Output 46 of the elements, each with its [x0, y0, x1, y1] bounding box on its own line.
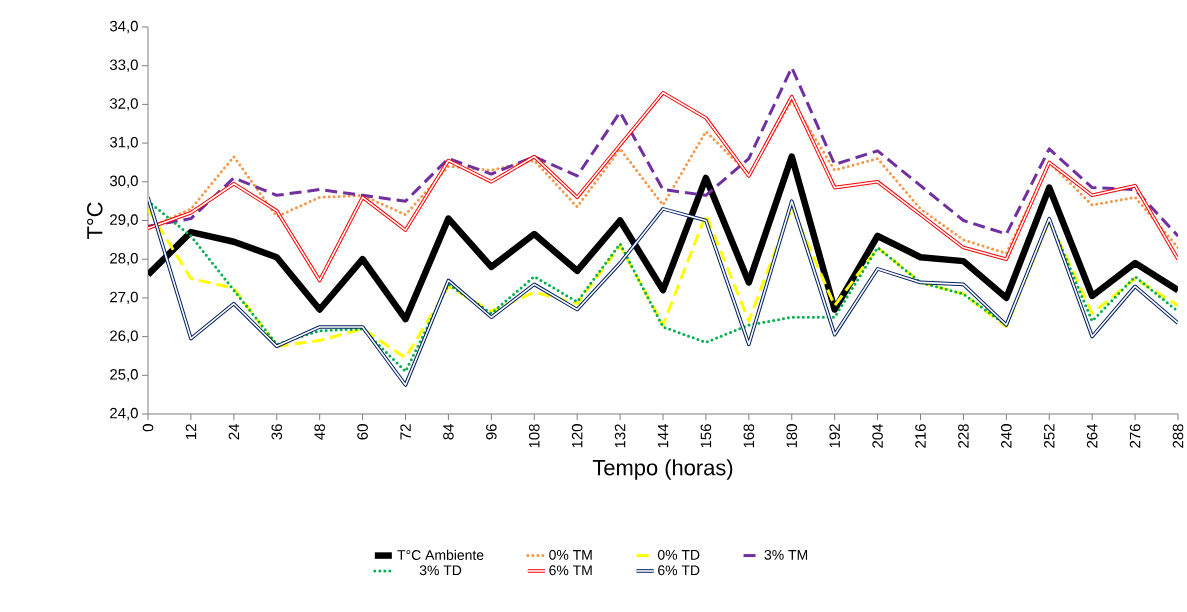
- x-tick-label: 288: [1172, 424, 1184, 448]
- x-tick-label: 24: [228, 423, 240, 440]
- x-tick-label: 144: [657, 423, 669, 448]
- x-tick-label: 156: [700, 424, 712, 448]
- x-tick-label: 168: [743, 424, 755, 448]
- legend-label: 6% TD: [658, 565, 700, 576]
- legend-label: 6% TM: [549, 565, 592, 576]
- y-tick-label: 24,0: [110, 407, 138, 421]
- x-axis-title: Tempo (horas): [592, 459, 733, 480]
- y-tick-label: 29,0: [110, 214, 138, 227]
- legend-label: 3% TM: [764, 549, 808, 560]
- x-tick-label: 108: [528, 424, 540, 448]
- x-tick-label: 48: [314, 424, 325, 440]
- x-tick-label: 84: [443, 423, 454, 440]
- x-tick-label: 204: [872, 423, 883, 448]
- y-tick-label: 32,0: [109, 98, 138, 111]
- x-tick-label: 36: [271, 424, 283, 440]
- x-tick-label: 12: [185, 424, 197, 439]
- x-tick-label: 276: [1129, 424, 1141, 448]
- y-tick-label: 25,0: [110, 369, 138, 382]
- x-tick-label: 180: [786, 424, 798, 448]
- x-tick-label: 252: [1043, 424, 1055, 448]
- y-tick-label: 28,0: [110, 253, 138, 266]
- y-tick-label: 31,0: [109, 136, 138, 150]
- x-tick-label: 240: [1001, 424, 1012, 448]
- legend-label: 0% TD: [657, 549, 700, 560]
- y-tick-label: 33,0: [109, 59, 138, 72]
- x-tick-label: 72: [400, 424, 411, 440]
- x-tick-label: 120: [571, 424, 583, 448]
- y-axis-title: T°C: [87, 202, 103, 239]
- x-tick-label: 96: [486, 424, 497, 440]
- y-tick-label: 27,0: [110, 291, 138, 305]
- y-tick-label: 30,0: [109, 175, 138, 188]
- legend-label: T°C Ambiente: [397, 549, 484, 561]
- x-tick-label: 228: [958, 424, 969, 448]
- x-tick-label: 216: [915, 424, 926, 448]
- x-tick-label: 0: [142, 424, 154, 432]
- line-series: [148, 66, 1178, 238]
- x-tick-label: 192: [829, 424, 840, 448]
- legend-label: 3% TD: [419, 565, 462, 576]
- y-tick-label: 34,0: [109, 20, 138, 34]
- x-tick-label: 60: [357, 424, 368, 440]
- x-tick-label: 264: [1086, 423, 1098, 448]
- x-tick-label: 132: [614, 424, 626, 448]
- legend-label: 0% TM: [549, 549, 592, 560]
- y-tick-label: 26,0: [110, 330, 138, 343]
